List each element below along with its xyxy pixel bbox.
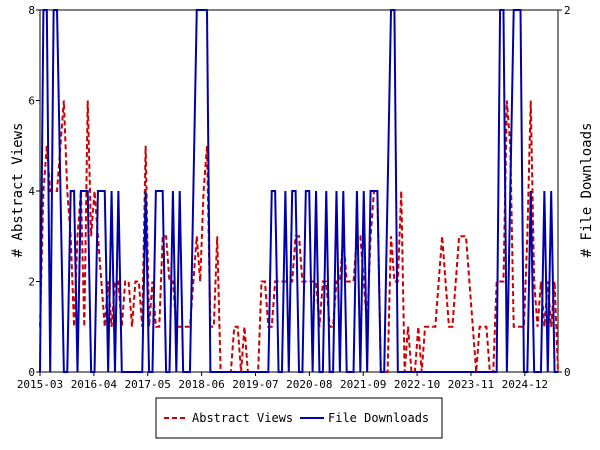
x-tick-label-2017-05: 2017-05: [125, 378, 171, 391]
x-tick-label-2019-07: 2019-07: [232, 378, 278, 391]
y-left-axis-title: # Abstract Views: [10, 123, 26, 258]
y-right-axis-title: # File Downloads: [579, 123, 595, 258]
x-tick-label-2023-11: 2023-11: [448, 378, 494, 391]
x-tick-label-2022-10: 2022-10: [394, 378, 440, 391]
y-left-tick-label-4: 4: [28, 185, 35, 198]
y-right-tick-label-0: 0: [564, 366, 571, 379]
legend-label-file-downloads: File Downloads: [328, 411, 429, 425]
legend-box: [155, 397, 443, 439]
y-left-tick-label-0: 0: [28, 366, 35, 379]
x-tick-label-2015-03: 2015-03: [17, 378, 63, 391]
series-line-file-downloads: [39, 9, 558, 373]
y-left-tick-label-6: 6: [28, 95, 35, 108]
x-tick-label-2016-04: 2016-04: [71, 378, 118, 391]
x-tick-label-2020-08: 2020-08: [286, 378, 332, 391]
series-line-abstract-views: [39, 100, 559, 373]
y-left-tick-label-8: 8: [28, 4, 35, 17]
plot-area: 0 2 4 6 8 0 2 2015-03 2016-04 2017-05 2018-06 2019-…: [17, 4, 571, 391]
x-tick-label-2021-09: 2021-09: [340, 378, 386, 391]
legend-label-abstract-views: Abstract Views: [192, 411, 293, 425]
legend: Abstract Views File Downloads: [155, 397, 443, 439]
x-tick-label-2018-06: 2018-06: [178, 378, 224, 391]
y-left-tick-label-2: 2: [28, 276, 35, 289]
y-right-tick-label-2: 2: [564, 4, 571, 17]
x-tick-label-2024-12: 2024-12: [502, 378, 548, 391]
